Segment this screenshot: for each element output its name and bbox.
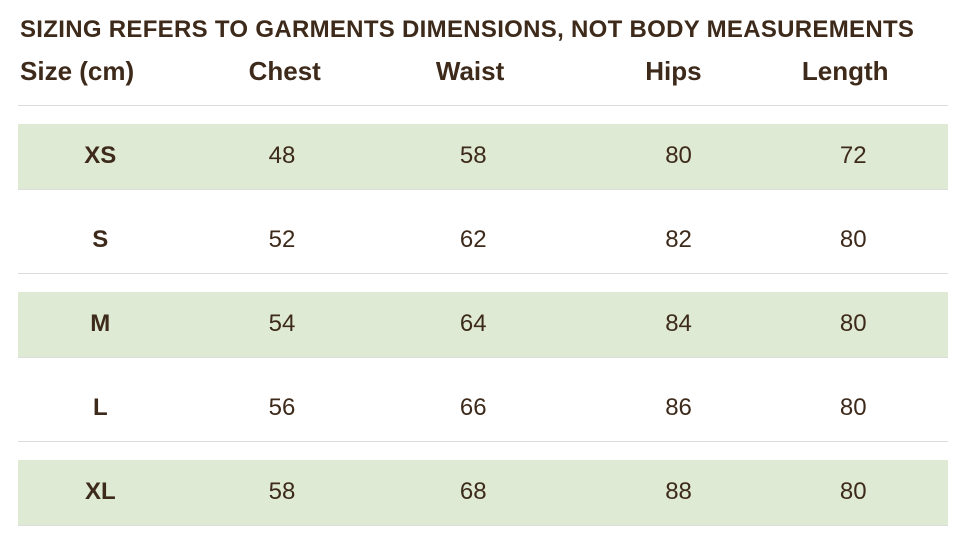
cell-chest: 58 [223,460,418,526]
table-row: XS 48 58 80 72 [18,124,948,190]
table-row: M 54 64 84 80 [18,292,948,358]
header-row: Size (cm) Chest Waist Hips Length [18,46,948,106]
col-header-hips: Hips [613,46,790,106]
cell-waist: 68 [418,460,613,526]
cell-waist: 66 [418,376,613,442]
cell-chest: 54 [223,292,418,358]
cell-chest: 52 [223,208,418,274]
col-header-waist: Waist [418,46,613,106]
cell-size: L [18,376,223,442]
cell-length: 80 [790,460,948,526]
col-header-length: Length [790,46,948,106]
cell-hips: 80 [613,124,790,190]
cell-waist: 64 [418,292,613,358]
cell-length: 80 [790,208,948,274]
table-row: XL 58 68 88 80 [18,460,948,526]
cell-length: 72 [790,124,948,190]
cell-length: 80 [790,292,948,358]
cell-size: M [18,292,223,358]
cell-hips: 84 [613,292,790,358]
cell-length: 80 [790,376,948,442]
table-row: S 52 62 82 80 [18,208,948,274]
cell-waist: 62 [418,208,613,274]
table-row: L 56 66 86 80 [18,376,948,442]
cell-chest: 56 [223,376,418,442]
cell-waist: 58 [418,124,613,190]
cell-hips: 88 [613,460,790,526]
cell-size: XS [18,124,223,190]
cell-hips: 86 [613,376,790,442]
col-header-chest: Chest [223,46,418,106]
cell-chest: 48 [223,124,418,190]
cell-size: XL [18,460,223,526]
cell-size: S [18,208,223,274]
sizing-note-title: SIZING REFERS TO GARMENTS DIMENSIONS, NO… [18,10,948,46]
col-header-size: Size (cm) [18,46,223,106]
cell-hips: 82 [613,208,790,274]
size-chart-table: Size (cm) Chest Waist Hips Length XS 48 … [18,46,948,526]
